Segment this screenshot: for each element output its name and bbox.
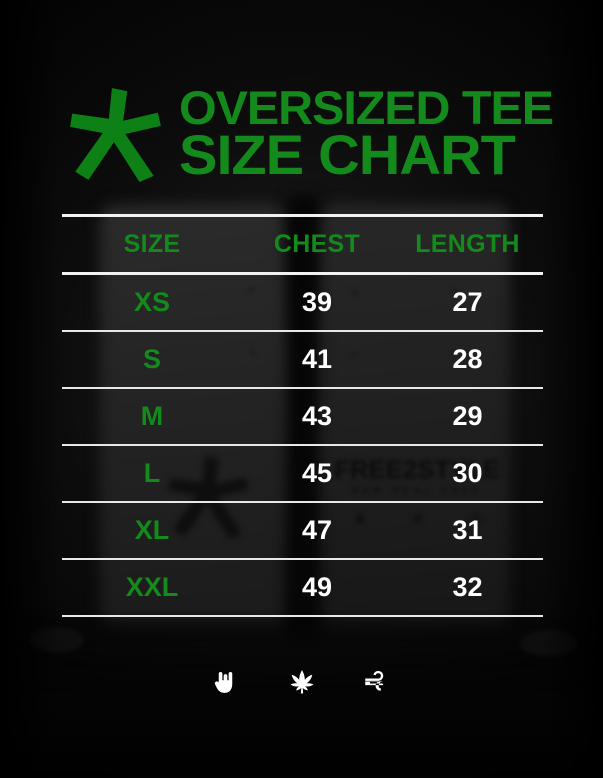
chart-header: OVERSIZED TEE SIZE CHART bbox=[0, 82, 603, 184]
table-rule bbox=[62, 558, 543, 560]
size-table: SIZE CHEST LENGTH XS 39 27 S 41 28 M 43 … bbox=[62, 214, 543, 617]
background-print-icons bbox=[332, 510, 504, 527]
table-row: XL 47 31 bbox=[62, 503, 543, 558]
table-row: S 41 28 bbox=[62, 332, 543, 387]
background-left-shadow bbox=[0, 0, 60, 778]
background-wordmark-text: FREE2STYLE bbox=[334, 456, 501, 484]
table-row: XS 39 27 bbox=[62, 275, 543, 330]
table-header-row: SIZE CHEST LENGTH bbox=[62, 217, 543, 272]
table-row: L 45 30 bbox=[62, 446, 543, 501]
cannabis-leaf-icon bbox=[287, 668, 317, 698]
column-header-size: SIZE bbox=[123, 230, 181, 258]
background-tee-right bbox=[320, 205, 510, 625]
chart-title-line-1: OVERSIZED TEE bbox=[178, 80, 554, 134]
background-print-wordmark: FREE2STYLE RAW REAL FREE bbox=[330, 456, 505, 496]
background-speck bbox=[350, 352, 356, 358]
cell-chest: 43 bbox=[301, 401, 333, 431]
background-speck bbox=[248, 287, 254, 293]
table-rule-header-bottom bbox=[62, 272, 543, 275]
cell-length: 29 bbox=[452, 401, 483, 431]
table-row: M 43 29 bbox=[62, 389, 543, 444]
background-tagline-text: RAW REAL FREE bbox=[351, 486, 484, 495]
table-rule bbox=[62, 330, 543, 332]
brand-asterisk-logo-icon bbox=[61, 82, 169, 184]
background-print-logo-icon bbox=[163, 448, 253, 543]
background-floor bbox=[0, 618, 603, 778]
background-speck bbox=[152, 292, 159, 299]
cell-size: L bbox=[143, 458, 161, 488]
background-speck bbox=[452, 288, 458, 294]
cell-length: 30 bbox=[452, 458, 483, 488]
background-speck bbox=[450, 350, 456, 356]
background-tee-left bbox=[100, 205, 285, 625]
cell-size: XL bbox=[134, 515, 170, 545]
cell-size: XXL bbox=[125, 572, 179, 602]
table-rule bbox=[62, 444, 543, 446]
column-header-chest: CHEST bbox=[273, 230, 361, 258]
cell-chest: 39 bbox=[301, 287, 333, 317]
cell-chest: 45 bbox=[301, 458, 333, 488]
cell-size: S bbox=[142, 344, 161, 374]
table-rule-top bbox=[62, 214, 543, 217]
background-cannabis-leaf-icon bbox=[412, 511, 424, 524]
table-rule bbox=[62, 387, 543, 389]
rock-on-hand-icon bbox=[211, 668, 241, 698]
cell-length: 31 bbox=[452, 515, 483, 545]
background-speck bbox=[150, 352, 156, 358]
chart-title-group: OVERSIZED TEE SIZE CHART bbox=[179, 83, 554, 182]
background-right-shadow bbox=[543, 0, 603, 778]
background-smoke-wind-icon bbox=[468, 511, 483, 524]
cell-size: M bbox=[140, 401, 164, 431]
cell-length: 27 bbox=[452, 287, 483, 317]
background-speck bbox=[250, 350, 256, 356]
background-tee-gap bbox=[288, 195, 318, 640]
chart-title-line-2: SIZE CHART bbox=[178, 122, 516, 186]
background-rock-on-hand-icon bbox=[355, 512, 365, 525]
cell-length: 32 bbox=[452, 572, 483, 602]
cell-chest: 49 bbox=[301, 572, 333, 602]
cell-chest: 41 bbox=[301, 344, 333, 374]
footer-icon-row bbox=[0, 668, 603, 698]
table-rule-bottom bbox=[62, 615, 543, 617]
smoke-wind-icon bbox=[363, 668, 393, 698]
background-speck bbox=[352, 290, 358, 296]
table-row: XXL 49 32 bbox=[62, 560, 543, 615]
column-header-length: LENGTH bbox=[415, 230, 520, 258]
table-rule bbox=[62, 501, 543, 503]
cell-size: XS bbox=[133, 287, 171, 317]
cell-length: 28 bbox=[452, 344, 483, 374]
cell-chest: 47 bbox=[301, 515, 333, 545]
